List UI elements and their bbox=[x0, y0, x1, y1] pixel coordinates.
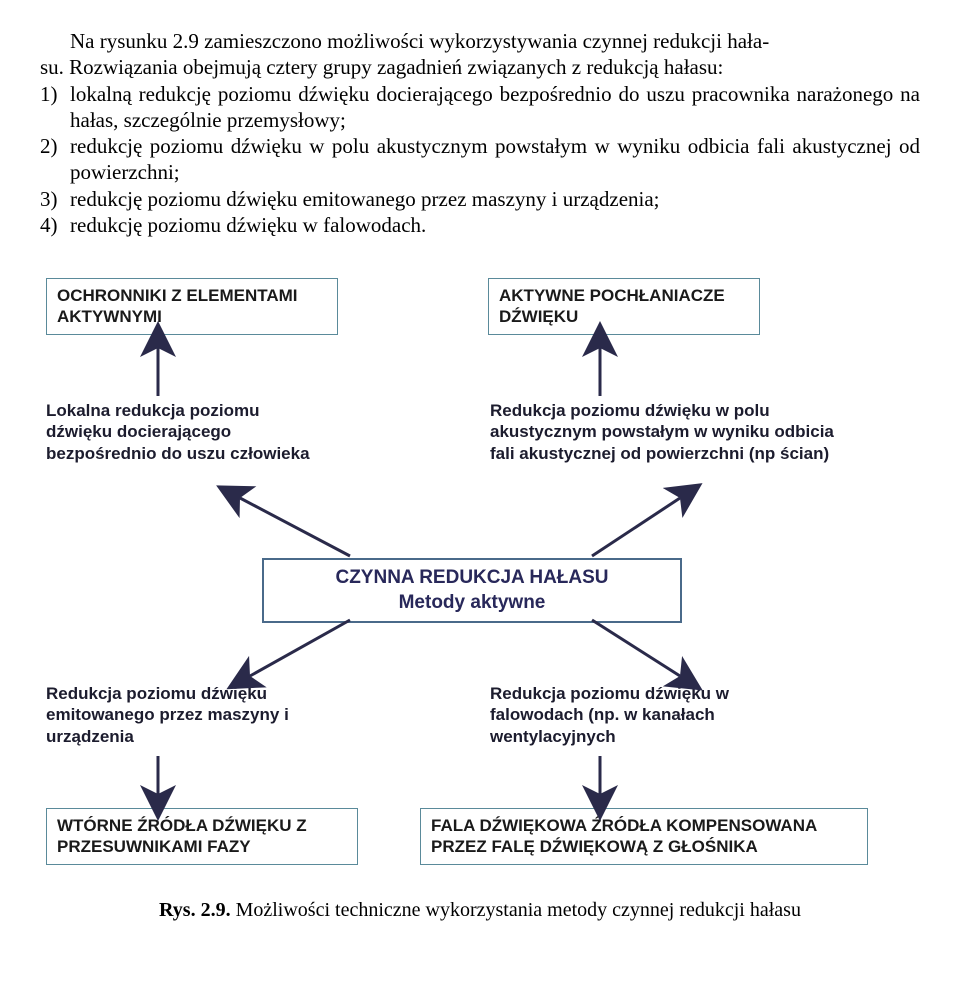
caption-text: Możliwości techniczne wykorzystania meto… bbox=[231, 899, 801, 921]
center-line-1: CZYNNA REDUKCJA HAŁASU bbox=[276, 566, 668, 591]
figure-caption: Rys. 2.9. Możliwości techniczne wykorzys… bbox=[40, 899, 920, 922]
list-item: 4)redukcję poziomu dźwięku w falowodach. bbox=[40, 212, 920, 238]
label-text: Redukcja poziomu dźwięku emitowanego prz… bbox=[46, 684, 289, 746]
label-text: Redukcja poziomu dźwięku w polu akustycz… bbox=[490, 401, 834, 463]
label-low-left: Redukcja poziomu dźwięku emitowanego prz… bbox=[46, 683, 366, 747]
intro-line-2: su. Rozwiązania obejmują cztery grupy za… bbox=[40, 54, 920, 80]
box-bottom-right: FALA DŹWIĘKOWA ŹRÓDŁA KOMPENSOWANA PRZEZ… bbox=[420, 808, 868, 865]
box-text: WTÓRNE ŹRÓDŁA DŹWIĘKU Z PRZESUWNIKAMI FA… bbox=[57, 816, 307, 856]
box-top-right: AKTYWNE POCHŁANIACZE DŹWIĘKU bbox=[488, 278, 760, 335]
intro-paragraph: Na rysunku 2.9 zamieszczono możliwości w… bbox=[40, 28, 920, 81]
box-bottom-left: WTÓRNE ŹRÓDŁA DŹWIĘKU Z PRZESUWNIKAMI FA… bbox=[46, 808, 358, 865]
label-mid-left: Lokalna redukcja poziomu dźwięku dociera… bbox=[46, 400, 326, 464]
list-text: redukcję poziomu dźwięku emitowanego prz… bbox=[70, 187, 660, 211]
list-item: 3)redukcję poziomu dźwięku emitowanego p… bbox=[40, 186, 920, 212]
list-text: redukcję poziomu dźwięku w falowodach. bbox=[70, 213, 426, 237]
center-line-2: Metody aktywne bbox=[276, 591, 668, 616]
list-num: 2) bbox=[40, 133, 70, 159]
intro-line-1: Na rysunku 2.9 zamieszczono możliwości w… bbox=[40, 28, 920, 54]
diagram-figure: OCHRONNIKI Z ELEMENTAMI AKTYWNYMI AKTYWN… bbox=[40, 278, 920, 873]
list-text: lokalną redukcję poziomu dźwięku dociera… bbox=[70, 82, 920, 132]
box-text: OCHRONNIKI Z ELEMENTAMI AKTYWNYMI bbox=[57, 286, 298, 326]
label-mid-right: Redukcja poziomu dźwięku w polu akustycz… bbox=[490, 400, 860, 464]
list-num: 1) bbox=[40, 81, 70, 107]
box-text: FALA DŹWIĘKOWA ŹRÓDŁA KOMPENSOWANA PRZEZ… bbox=[431, 816, 817, 856]
box-text: AKTYWNE POCHŁANIACZE DŹWIĘKU bbox=[499, 286, 725, 326]
list-text: redukcję poziomu dźwięku w polu akustycz… bbox=[70, 134, 920, 184]
label-text: Redukcja poziomu dźwięku w falowodach (n… bbox=[490, 684, 729, 746]
label-low-right: Redukcja poziomu dźwięku w falowodach (n… bbox=[490, 683, 820, 747]
list-num: 3) bbox=[40, 186, 70, 212]
box-center: CZYNNA REDUKCJA HAŁASU Metody aktywne bbox=[262, 558, 682, 623]
list-num: 4) bbox=[40, 212, 70, 238]
label-text: Lokalna redukcja poziomu dźwięku dociera… bbox=[46, 401, 310, 463]
caption-number: Rys. 2.9. bbox=[159, 899, 231, 921]
box-top-left: OCHRONNIKI Z ELEMENTAMI AKTYWNYMI bbox=[46, 278, 338, 335]
list-item: 2)redukcję poziomu dźwięku w polu akusty… bbox=[40, 133, 920, 186]
list-item: 1)lokalną redukcję poziomu dźwięku docie… bbox=[40, 81, 920, 134]
